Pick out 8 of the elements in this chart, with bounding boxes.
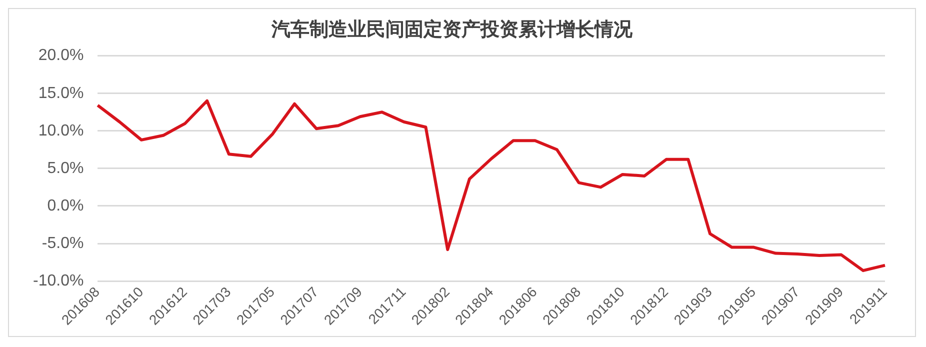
y-tick-label: -5.0%: [42, 234, 84, 252]
y-tick-label: 0.0%: [47, 197, 84, 214]
y-tick-label: 15.0%: [38, 84, 84, 102]
y-tick-label: 20.0%: [38, 47, 84, 64]
y-tick-label: -10.0%: [32, 272, 84, 290]
chart-title: 汽车制造业民间固定资产投资累计增长情况: [270, 18, 634, 40]
y-tick-label: 10.0%: [38, 122, 84, 140]
y-tick-label: 5.0%: [47, 160, 84, 177]
